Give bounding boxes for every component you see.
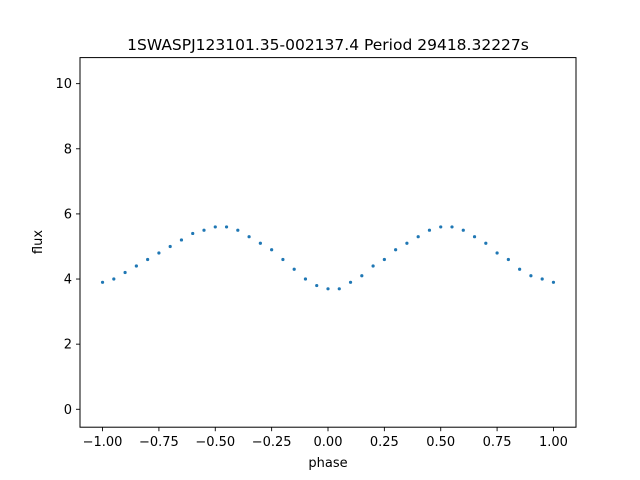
y-tick-label: 0 <box>64 403 72 418</box>
data-point <box>371 264 375 268</box>
x-tick-label: 1.00 <box>539 435 568 450</box>
data-point <box>146 257 150 262</box>
y-axis-label: flux <box>31 230 46 254</box>
y-tick-label: 10 <box>55 77 72 92</box>
data-point <box>315 283 319 288</box>
data-point <box>270 248 274 252</box>
data-point <box>416 235 420 239</box>
data-point <box>484 241 488 245</box>
data-point <box>405 241 409 245</box>
data-point <box>461 228 465 232</box>
x-tick-label: −0.50 <box>195 435 235 450</box>
data-point <box>326 287 330 291</box>
data-point <box>191 231 195 236</box>
x-tick-label: −0.25 <box>252 435 292 450</box>
x-axis-label: phase <box>308 456 347 471</box>
data-point <box>281 257 285 262</box>
data-point <box>292 267 296 271</box>
data-point <box>134 264 138 268</box>
x-tick-label: −1.00 <box>83 435 123 450</box>
data-point <box>168 244 172 249</box>
data-point <box>427 228 432 232</box>
data-point <box>382 257 386 262</box>
chart-title: 1SWASPJ123101.35-002137.4 Period 29418.3… <box>127 36 529 54</box>
data-point <box>202 228 206 232</box>
data-point <box>472 235 477 239</box>
data-point <box>450 225 454 229</box>
y-tick-label: 6 <box>64 207 72 222</box>
data-point <box>303 277 308 281</box>
y-tick-label: 4 <box>64 273 72 288</box>
x-tick-label: 0.25 <box>370 435 399 450</box>
y-tick-label: 2 <box>64 338 72 353</box>
data-point <box>506 257 510 262</box>
data-point <box>100 280 105 284</box>
y-axis: 0 2 4 6 8 10 <box>55 77 80 418</box>
x-axis: −1.00 −0.75 −0.50 −0.25 0.00 0.25 0.50 0.75 1.00 <box>83 427 568 450</box>
data-point <box>439 225 443 229</box>
data-point <box>360 274 364 278</box>
data-point <box>518 267 522 271</box>
data-point <box>224 225 229 229</box>
data-point <box>495 251 499 255</box>
x-tick-label: −0.75 <box>139 435 179 450</box>
data-point <box>551 280 556 284</box>
data-point <box>123 270 127 275</box>
x-tick-label: 0.50 <box>426 435 455 450</box>
data-point <box>213 225 217 229</box>
data-point <box>529 274 533 278</box>
data-point <box>247 235 251 239</box>
data-point <box>236 228 240 232</box>
data-point <box>112 277 116 281</box>
data-point <box>337 287 341 291</box>
data-points <box>100 225 556 291</box>
data-point <box>179 238 184 242</box>
data-point <box>258 241 262 245</box>
x-tick-label: 0.00 <box>314 435 343 450</box>
y-tick-label: 8 <box>64 142 72 157</box>
data-point <box>394 248 398 252</box>
data-point <box>540 277 544 281</box>
data-point <box>348 280 353 284</box>
x-tick-label: 0.75 <box>483 435 512 450</box>
data-point <box>157 251 161 255</box>
